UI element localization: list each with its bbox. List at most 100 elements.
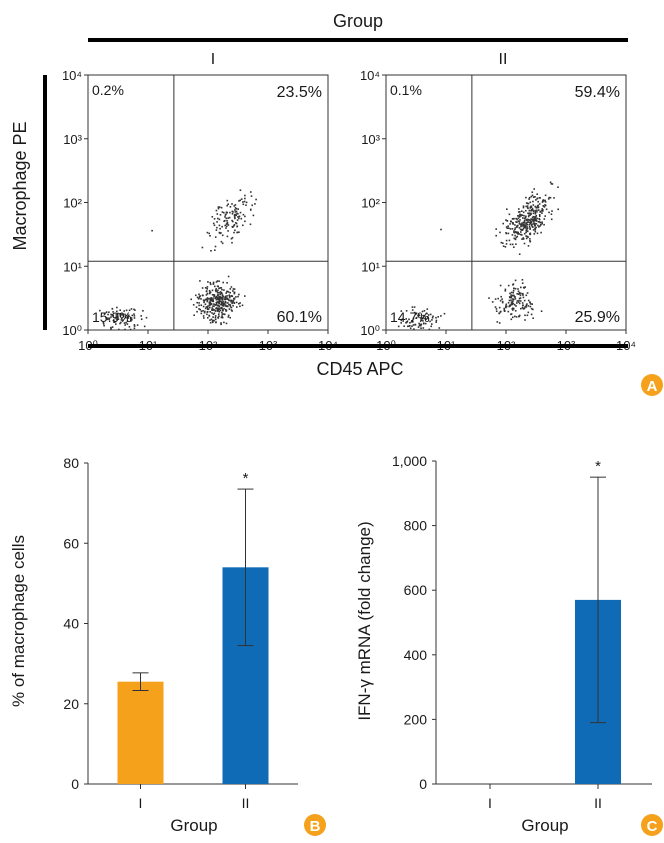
event-dot [237, 208, 239, 210]
event-dot [108, 311, 110, 313]
event-dot [223, 289, 225, 291]
event-dot [507, 232, 510, 235]
event-dot [431, 323, 433, 325]
event-dot [530, 205, 532, 208]
event-dot [491, 301, 494, 303]
event-dot [227, 298, 230, 301]
event-dot [529, 303, 532, 305]
event-dot [220, 287, 223, 289]
event-dot [517, 217, 520, 220]
event-dot [201, 246, 204, 249]
event-dot [539, 197, 541, 199]
event-dot [197, 298, 200, 300]
event-dot [131, 314, 134, 317]
event-dot [126, 320, 129, 323]
event-dot [542, 210, 544, 212]
event-dot [400, 319, 403, 322]
event-dot [234, 217, 236, 220]
quadrant-bottom-right-pct: 25.9% [575, 309, 620, 326]
event-dot [218, 302, 221, 304]
event-dot [239, 302, 241, 304]
event-dot [202, 294, 204, 297]
event-dot [525, 304, 528, 307]
event-dot [229, 299, 232, 302]
event-dot [528, 209, 531, 212]
event-dot [525, 235, 527, 237]
event-dot [523, 226, 526, 229]
event-dot [420, 319, 422, 322]
event-dot [99, 309, 101, 312]
event-dot [215, 209, 218, 212]
event-dot [203, 317, 205, 319]
event-dot [242, 224, 244, 227]
event-dot [417, 326, 420, 328]
event-dot [216, 298, 218, 301]
event-dot [207, 281, 209, 283]
event-dot [526, 206, 529, 209]
event-dot [222, 303, 225, 306]
event-dot [525, 306, 528, 308]
event-dot [220, 303, 222, 306]
event-dot [230, 309, 233, 311]
event-dot [534, 227, 537, 230]
event-dot [511, 222, 514, 224]
event-dot [544, 201, 547, 203]
event-dot [225, 292, 227, 294]
event-dot [531, 194, 534, 197]
event-dot [550, 218, 553, 221]
event-dot [202, 315, 205, 317]
event-dot [216, 294, 219, 297]
event-dot [115, 323, 117, 325]
event-dot [232, 290, 234, 292]
event-dot [245, 201, 248, 204]
event-dot [525, 230, 528, 232]
event-dot [412, 324, 415, 326]
event-dot [105, 311, 108, 313]
event-dot [529, 233, 531, 235]
y-tick-label: 800 [404, 518, 428, 534]
event-dot [531, 303, 533, 305]
event-dot [218, 315, 220, 317]
event-dot [226, 290, 229, 293]
event-dot [221, 298, 223, 300]
event-dot [221, 303, 223, 306]
event-dot [206, 231, 209, 234]
event-dot [514, 279, 517, 282]
event-dot [206, 298, 208, 301]
event-dot [526, 303, 528, 305]
event-dot [225, 211, 228, 213]
event-dot [422, 327, 425, 329]
event-dot [222, 305, 225, 307]
event-dot [422, 322, 425, 325]
event-dot [224, 297, 226, 299]
event-dot [119, 313, 121, 315]
event-dot [242, 201, 244, 203]
event-dot [211, 309, 213, 311]
event-dot [226, 297, 229, 300]
event-dot [542, 205, 545, 207]
event-dot [214, 318, 217, 321]
event-dot [213, 224, 216, 227]
event-dot [523, 220, 526, 222]
event-dot [116, 316, 119, 318]
plot-frame-I [87, 74, 329, 331]
event-dot [508, 239, 511, 242]
event-dot [239, 199, 241, 202]
event-dot [214, 296, 217, 298]
event-dot [535, 199, 537, 201]
event-dot [214, 315, 217, 317]
event-dot [531, 191, 534, 193]
event-dot [510, 301, 513, 303]
event-dot [529, 238, 531, 240]
event-dot [103, 313, 106, 315]
event-dot [517, 231, 519, 234]
event-dot [131, 319, 133, 321]
event-dot [216, 290, 218, 293]
event-dot [229, 206, 232, 208]
event-dot [530, 307, 533, 310]
panel-c: IFN-γ mRNA (fold change) 0 200 400 600 800 1,… [355, 453, 663, 836]
event-dot [213, 319, 215, 322]
event-dot [517, 290, 520, 293]
event-dot [223, 307, 225, 310]
event-dot [213, 295, 215, 298]
